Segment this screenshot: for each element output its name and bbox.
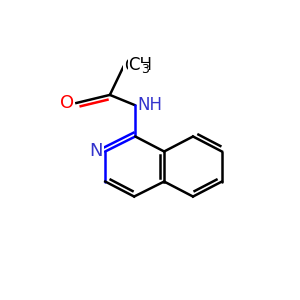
- Text: CH: CH: [128, 56, 152, 74]
- Text: O: O: [60, 94, 74, 112]
- Text: N: N: [89, 142, 103, 160]
- Text: CH: CH: [124, 57, 148, 75]
- Text: 3: 3: [141, 63, 149, 76]
- Text: NH: NH: [138, 96, 163, 114]
